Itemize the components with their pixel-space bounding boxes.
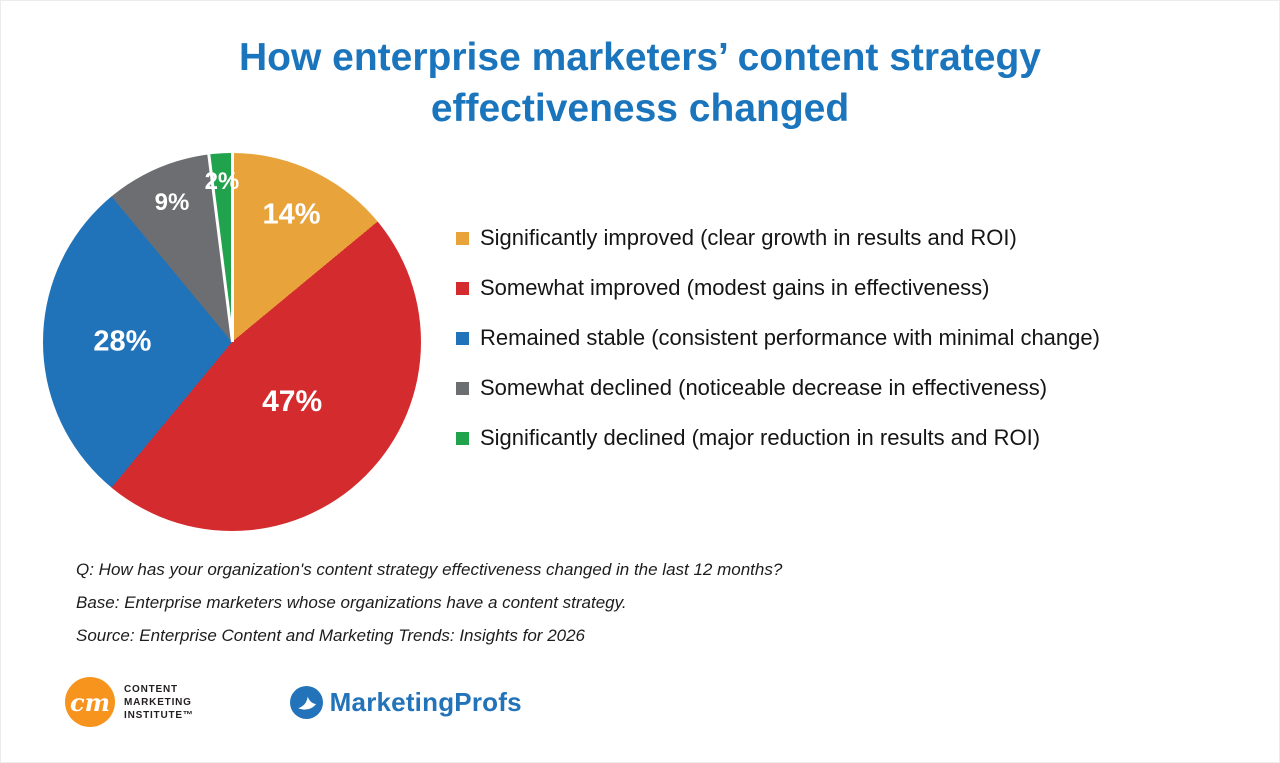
footnote-base: Base: Enterprise marketers whose organiz… <box>76 593 627 612</box>
legend-item: Somewhat improved (modest gains in effec… <box>456 274 1100 302</box>
pie-slice-label: 47% <box>262 385 323 419</box>
cmi-wordmark: CONTENT MARKETING INSTITUTE™ <box>124 683 194 722</box>
slice-divider <box>230 153 234 342</box>
legend-item: Significantly improved (clear growth in … <box>456 224 1100 252</box>
cmi-monogram-text: cm <box>69 687 110 717</box>
legend-swatch <box>456 431 469 445</box>
cmi-wordmark-line: MARKETING <box>124 696 192 708</box>
page-title: How enterprise marketers’ content strate… <box>1 33 1279 134</box>
legend-label: Somewhat improved (modest gains in effec… <box>480 275 990 300</box>
legend-item: Somewhat declined (noticeable decrease i… <box>456 374 1100 402</box>
legend-label: Significantly improved (clear growth in … <box>480 225 1017 250</box>
cmi-wordmark-line: CONTENT <box>124 683 178 695</box>
legend-swatch <box>456 381 469 395</box>
legend-label: Somewhat declined (noticeable decrease i… <box>480 375 1048 400</box>
footer: cm CONTENT MARKETING INSTITUTE™ Marketin… <box>65 677 522 727</box>
cmi-logo: cm CONTENT MARKETING INSTITUTE™ <box>65 677 194 727</box>
legend-item: Significantly declined (major reduction … <box>456 424 1100 452</box>
footnote-question: Q: How has your organization's content s… <box>76 560 783 579</box>
pie-slice-label: 9% <box>154 189 190 217</box>
legend-label: Significantly declined (major reduction … <box>480 425 1041 450</box>
legend-item: Remained stable (consistent performance … <box>456 324 1100 352</box>
page-title-text: How enterprise marketers’ content strate… <box>239 36 1041 130</box>
marketingprofs-wordmark: MarketingProfs <box>329 686 522 717</box>
pie-slice-label: 28% <box>93 325 152 358</box>
legend-swatch <box>456 281 469 295</box>
marketingprofs-icon <box>289 685 323 719</box>
legend-swatch <box>456 231 469 245</box>
marketingprofs-logo: MarketingProfs <box>289 685 522 719</box>
pie-slice-label: 14% <box>262 198 321 231</box>
legend-swatch <box>456 331 469 345</box>
pie-chart: 14% 47% 28% 9% 2% <box>43 153 421 531</box>
cmi-wordmark-line: INSTITUTE™ <box>124 709 194 721</box>
legend: Significantly improved (clear growth in … <box>456 224 1100 474</box>
footnote-source: Source: Enterprise Content and Marketing… <box>76 626 586 645</box>
footnotes: Q: How has your organization's content s… <box>76 553 782 652</box>
cmi-monogram-icon: cm <box>65 677 115 727</box>
legend-label: Remained stable (consistent performance … <box>480 325 1100 350</box>
